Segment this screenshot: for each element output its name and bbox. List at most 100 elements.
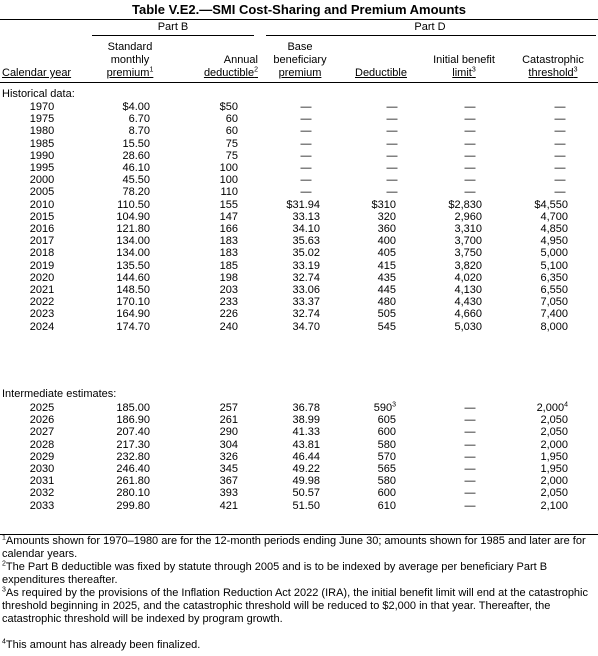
d-catastrophic-cell: —	[554, 162, 566, 174]
d-deductible-cell: 405	[377, 247, 396, 260]
header-rule	[0, 82, 598, 83]
year-cell: 2010	[29, 198, 55, 211]
b-premium-cell: 144.60	[116, 271, 150, 284]
d-deductible-cell: 400	[377, 235, 396, 248]
b-deductible-cell: 185	[219, 259, 238, 272]
year-cell: 2005	[29, 186, 55, 199]
d-premium-cell: —	[300, 186, 312, 199]
part-d-rule	[266, 35, 596, 36]
b-premium-cell: 45.50	[122, 174, 150, 187]
year-cell: 2031	[29, 475, 55, 488]
d-premium-cell: 32.74	[292, 308, 320, 321]
b-premium-cell: 134.00	[116, 247, 150, 260]
d-deductible-cell: 505	[377, 308, 396, 321]
d-catastrophic-cell: 2,050	[540, 426, 568, 439]
d-initial-limit-cell: —	[464, 499, 476, 512]
d-initial-limit-cell: —	[464, 149, 476, 162]
d-initial-limit-cell: —	[464, 101, 476, 113]
b-deductible-cell: 345	[219, 463, 238, 475]
d-premium-cell: 36.78	[292, 402, 320, 414]
footnote-ref: 1	[149, 66, 154, 74]
d-initial-limit-cell: —	[464, 426, 476, 439]
d-initial-limit-cell: —	[464, 174, 476, 187]
year-cell: 2015	[29, 210, 55, 223]
d-deductible-cell: —	[386, 186, 398, 199]
d-deductible-cell: 565	[377, 463, 396, 475]
b-premium-cell: 232.80	[116, 450, 150, 463]
d-catastrophic-cell: 4,700	[540, 210, 568, 223]
d-catastrophic-cell: —	[554, 149, 566, 162]
d-catastrophic-cell: 2,050	[540, 414, 568, 427]
b-premium-cell: 135.50	[116, 259, 150, 272]
footnote-number: 3	[2, 586, 6, 594]
top-rule	[0, 19, 598, 20]
b-premium-cell: 134.00	[116, 235, 150, 248]
d-deductible-cell: —	[386, 149, 398, 162]
d-premium-cell: —	[300, 113, 312, 126]
b-premium-cell: 110.50	[117, 198, 150, 211]
d-deductible-cell: 600	[377, 487, 396, 500]
b-deductible-cell: 183	[219, 247, 238, 260]
year-cell: 1985	[29, 137, 55, 150]
d-premium-cell: 43.81	[292, 438, 320, 451]
col-d-deductible: Deductible	[348, 38, 414, 80]
col-calendar-year-line: Calendar year	[2, 67, 72, 79]
d-initial-limit-cell: —	[464, 414, 476, 427]
year-cell: 2024	[29, 320, 55, 333]
b-deductible-cell: 166	[219, 223, 238, 235]
d-initial-limit-cell: 2,960	[454, 210, 482, 223]
d-deductible-cell: 580	[377, 475, 396, 488]
b-deductible-cell: 100	[219, 162, 238, 174]
b-deductible-cell: 233	[219, 296, 238, 309]
d-premium-cell: —	[300, 101, 312, 113]
d-deductible-cell: 360	[377, 223, 396, 235]
year-cell: 2017	[29, 235, 55, 248]
d-premium-cell: 41.33	[292, 426, 320, 439]
footnote: 1Amounts shown for 1970–1980 are for the…	[2, 534, 586, 560]
year-cell: 1970	[29, 101, 55, 113]
d-deductible-cell: 570	[377, 450, 396, 463]
d-premium-cell: —	[300, 162, 312, 174]
year-cell: 2022	[29, 296, 55, 309]
d-initial-limit-cell: 5,030	[454, 320, 482, 333]
d-catastrophic-cell: 8,000	[540, 320, 568, 333]
b-premium-cell: 217.30	[116, 438, 150, 451]
b-deductible-cell: 304	[219, 438, 238, 451]
d-premium-cell: —	[300, 125, 312, 138]
b-deductible-cell: 257	[219, 402, 238, 414]
col-d-premium-line: premium	[278, 67, 322, 79]
b-premium-cell: 104.90	[116, 210, 150, 223]
b-deductible-cell: 203	[219, 284, 238, 296]
col-b-premium-line: premium1	[106, 66, 154, 79]
col-b-premium: Standard monthly premium1	[92, 38, 168, 80]
table-title: Table V.E2.—SMI Cost-Sharing and Premium…	[132, 2, 466, 17]
b-deductible-cell: 60	[225, 125, 238, 138]
d-premium-cell: 38.99	[292, 414, 320, 427]
part-b-rule	[92, 35, 254, 36]
d-premium-cell: 35.63	[292, 235, 320, 248]
footnote-ref: 3	[573, 66, 578, 74]
col-calendar-year: Calendar year	[2, 38, 88, 80]
section-historical: Historical data:	[2, 88, 75, 100]
d-premium-cell: 33.13	[292, 210, 320, 223]
d-initial-limit-cell: —	[464, 438, 476, 451]
b-premium-cell: 15.50	[122, 137, 150, 150]
d-catastrophic-cell: —	[554, 101, 566, 113]
year-cell: 2000	[29, 174, 55, 187]
year-cell: 2025	[29, 402, 55, 414]
d-catastrophic-cell: 4,850	[540, 223, 568, 235]
section-intermediate: Intermediate estimates:	[2, 388, 117, 400]
year-cell: 2029	[29, 450, 55, 463]
d-initial-limit-cell: 3,750	[454, 247, 482, 260]
d-initial-limit-cell: $2,830	[448, 198, 482, 211]
d-deductible-cell: 600	[377, 426, 396, 439]
b-premium-cell: 6.70	[128, 113, 150, 126]
d-catastrophic-cell: 4,950	[540, 235, 568, 248]
b-deductible-cell: 183	[219, 235, 238, 248]
d-catastrophic-cell: 5,100	[540, 259, 568, 272]
group-part-d: Part D	[414, 21, 446, 33]
d-deductible-cell: —	[386, 137, 398, 150]
d-catastrophic-cell: —	[554, 174, 566, 187]
b-deductible-cell: 261	[219, 414, 238, 427]
